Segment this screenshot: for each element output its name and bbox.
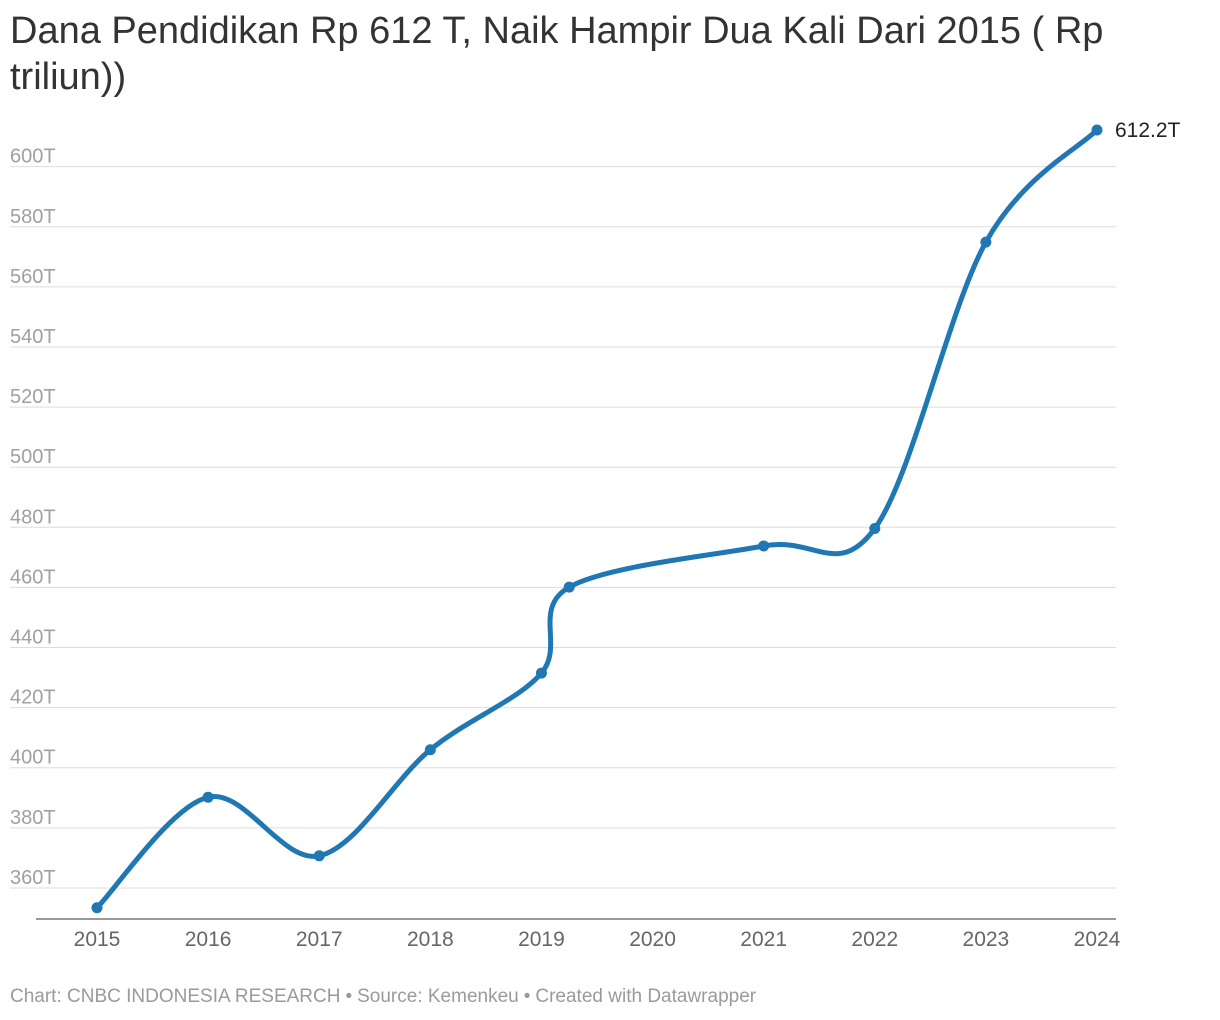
y-tick-label: 480T: [10, 506, 56, 528]
y-tick-label: 420T: [10, 687, 56, 709]
x-tick-label: 2016: [185, 928, 232, 951]
data-point: [313, 850, 325, 862]
x-axis-ticks: 2015 2016 2017 2018 2019 2020 2021 2022 2023 2024: [74, 928, 1121, 951]
y-axis-ticks: 360T 380T 400T 420T 440T 460T 480T 500T 520T 540T…: [10, 146, 56, 889]
x-tick-label: 2019: [518, 928, 565, 951]
end-data-label: 612.2T: [1115, 119, 1181, 142]
x-tick-label: 2015: [74, 928, 121, 951]
y-tick-label: 440T: [10, 627, 56, 649]
footer-separator: •: [523, 986, 531, 1007]
data-point: [980, 236, 992, 248]
x-tick-label: 2022: [851, 928, 898, 951]
x-tick-label: 2017: [296, 928, 343, 951]
y-tick-label: 360T: [10, 867, 56, 889]
y-tick-label: 400T: [10, 747, 56, 769]
series-line: [94, 127, 1100, 911]
data-point: [424, 744, 436, 756]
data-point: [869, 523, 881, 535]
chart-credit: Chart: CNBC INDONESIA RESEARCH: [10, 986, 341, 1007]
chart-footer: Chart: CNBC INDONESIA RESEARCH • Source: K…: [10, 986, 756, 1008]
data-point: [535, 667, 547, 679]
x-tick-label: 2024: [1074, 928, 1121, 951]
x-tick-label: 2018: [407, 928, 454, 951]
data-point: [91, 902, 103, 914]
y-tick-label: 580T: [10, 206, 56, 228]
grid-lines: [10, 166, 1116, 920]
footer-separator: •: [345, 986, 353, 1007]
x-tick-label: 2021: [740, 928, 787, 951]
y-tick-label: 560T: [10, 266, 56, 288]
x-tick-label: 2023: [963, 928, 1010, 951]
y-tick-label: 520T: [10, 386, 56, 408]
data-points: [91, 124, 1103, 914]
data-point: [563, 581, 575, 593]
y-tick-label: 600T: [10, 146, 56, 168]
chart-title: Dana Pendidikan Rp 612 T, Naik Hampir Du…: [10, 10, 1104, 98]
created-with: Created with Datawrapper: [535, 986, 757, 1007]
data-point: [202, 791, 214, 803]
chart-source: Source: Kemenkeu: [357, 986, 519, 1007]
x-tick-label: 2020: [629, 928, 676, 951]
y-tick-label: 500T: [10, 446, 56, 468]
y-tick-label: 460T: [10, 566, 56, 588]
data-point: [758, 540, 770, 552]
y-tick-label: 540T: [10, 326, 56, 348]
y-tick-label: 380T: [10, 807, 56, 829]
data-point: [1091, 124, 1103, 136]
